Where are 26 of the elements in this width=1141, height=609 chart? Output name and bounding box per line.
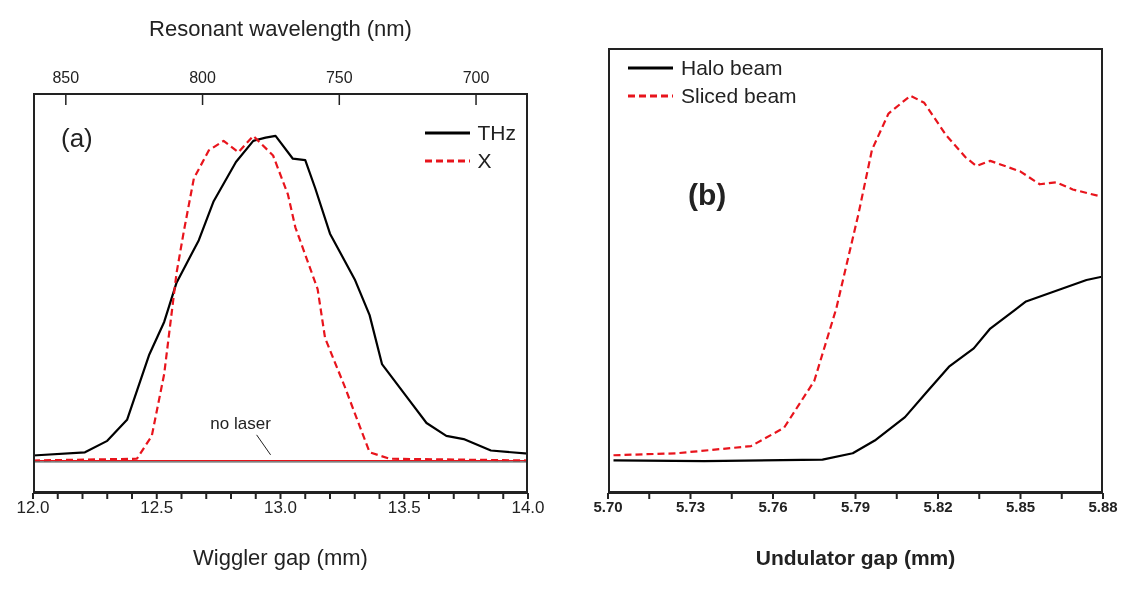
- legend-label: THz: [477, 121, 516, 145]
- legend-label: X: [477, 149, 492, 173]
- annotation: (b): [688, 178, 727, 212]
- annotation: no laser: [210, 413, 272, 433]
- x-tick-label: 5.79: [840, 497, 871, 515]
- x2-tick-label: 800: [189, 69, 216, 86]
- legend-label: Halo beam: [681, 56, 783, 80]
- x-tick-label: 12.5: [140, 498, 174, 518]
- legend-label: Sliced beam: [681, 84, 797, 108]
- x-tick-label: 14.0: [511, 498, 545, 518]
- x-tick-label: 5.73: [675, 497, 706, 515]
- annotation: (a): [61, 123, 93, 154]
- x2-tick-label: 700: [462, 69, 490, 86]
- x-tick-label: 5.82: [923, 497, 953, 515]
- x2-tick-label: 850: [52, 69, 80, 86]
- x-tick-label: 12.0: [16, 498, 50, 518]
- x-tick-label: 5.76: [758, 497, 788, 515]
- x2-tick-label: 750: [325, 69, 353, 86]
- x-tick-label: 5.70: [593, 497, 623, 515]
- x-tick-label: 13.5: [387, 498, 421, 518]
- x2-axis-title: Resonant wavelength (nm): [149, 16, 412, 41]
- x-axis-title: Undulator gap (mm): [755, 546, 956, 569]
- x-tick-label: 5.85: [1005, 497, 1036, 515]
- x-axis-title: Wiggler gap (mm): [193, 545, 368, 570]
- x-tick-label: 13.0: [263, 498, 298, 518]
- x-tick-label: 5.88: [1088, 497, 1118, 515]
